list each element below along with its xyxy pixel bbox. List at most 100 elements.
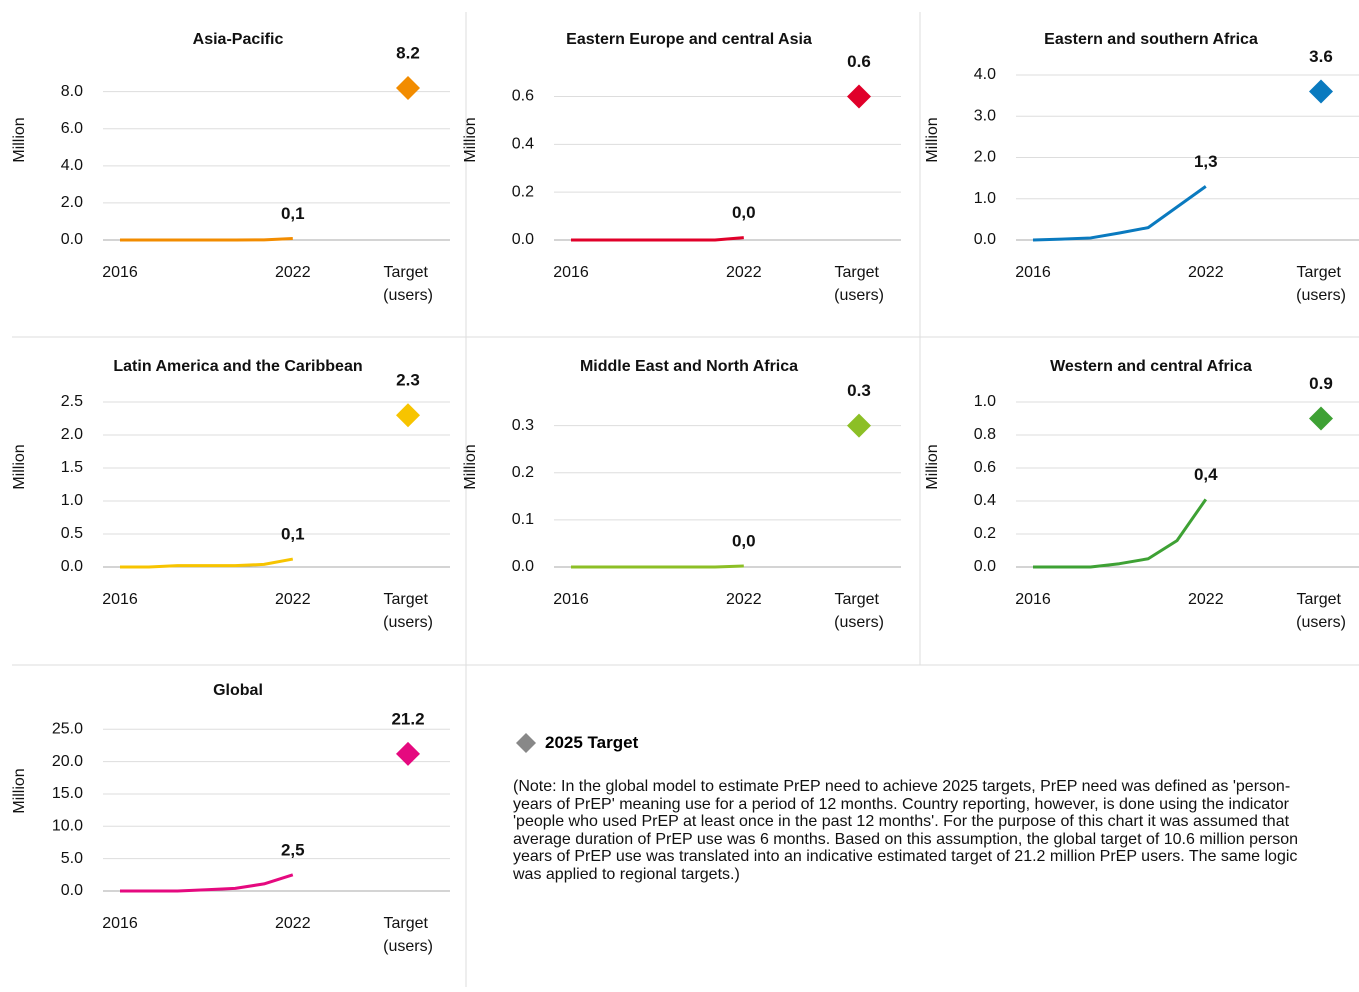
y-tick-label: 0.6 xyxy=(512,88,534,105)
y-tick-label: 6.0 xyxy=(61,120,83,137)
target-marker xyxy=(396,741,420,766)
y-axis-label: Million xyxy=(11,444,28,489)
panel: Global Million 0.0 5.0 10.0 15.0 20.0 25.0 2016 2… xyxy=(11,682,450,955)
data-label: 3.6 xyxy=(1309,47,1333,66)
note: (Note: In the global model to estimate P… xyxy=(513,778,1299,883)
y-axis-label: Million xyxy=(462,444,479,489)
x-tick-label: 2016 xyxy=(102,591,138,608)
y-tick-label: 0.0 xyxy=(974,231,996,248)
y-tick-label: 0.0 xyxy=(61,558,83,575)
line xyxy=(571,564,744,569)
y-axis-label: Million xyxy=(462,117,479,162)
line xyxy=(120,237,293,242)
data-label: 21.2 xyxy=(391,709,424,728)
chart-title: Asia-Pacific xyxy=(193,31,284,48)
panel: Latin America and the Caribbean Million 0.… xyxy=(11,358,450,631)
x-tick-label: 2022 xyxy=(726,591,762,608)
y-tick-label: 0.5 xyxy=(61,525,83,542)
y-axis-label: Million xyxy=(11,117,28,162)
x-tick-label: Target (users) xyxy=(383,264,433,304)
y-tick-label: 2.0 xyxy=(61,426,83,443)
chart-title: Latin America and the Caribbean xyxy=(113,358,362,375)
y-tick-label: 0.1 xyxy=(512,511,534,528)
y-tick-label: 0.8 xyxy=(974,426,996,443)
y-tick-label: 20.0 xyxy=(52,753,83,770)
chart-title: Eastern and southern Africa xyxy=(1044,31,1258,48)
target-marker xyxy=(847,413,871,438)
data-label: 0.6 xyxy=(847,52,871,71)
x-tick-label: 2016 xyxy=(553,264,589,281)
x-tick-label: Target (users) xyxy=(383,591,433,631)
y-tick-label: 0.0 xyxy=(61,231,83,248)
x-tick-label: 2016 xyxy=(102,915,138,932)
y-axis-label: Million xyxy=(11,768,28,813)
data-label: 1,3 xyxy=(1194,152,1218,171)
target-marker xyxy=(1309,79,1333,104)
data-label: 0,1 xyxy=(281,525,305,544)
x-tick-label: Target (users) xyxy=(1296,264,1346,304)
x-tick-label: Target (users) xyxy=(834,591,884,631)
chart-title: Eastern Europe and central Asia xyxy=(566,31,812,48)
y-tick-label: 0.0 xyxy=(974,558,996,575)
x-tick-label: Target (users) xyxy=(383,915,433,955)
panel: Western and central Africa Million 0.0 0.2 0… xyxy=(924,358,1359,631)
data-label: 0.3 xyxy=(847,381,871,400)
legend-marker xyxy=(516,733,536,753)
panel: Eastern Europe and central Asia Million 0.… xyxy=(462,31,901,304)
y-tick-label: 4.0 xyxy=(61,157,83,174)
y-tick-label: 0.2 xyxy=(974,525,996,542)
data-label: 2.3 xyxy=(396,371,420,390)
x-tick-label: 2022 xyxy=(275,915,311,932)
data-label: 0,0 xyxy=(732,203,756,222)
panel: Asia-Pacific Million 0.0 2.0 4.0 6.0 8.0 2016 20… xyxy=(11,31,450,304)
y-tick-label: 2.0 xyxy=(974,149,996,166)
target-marker xyxy=(396,403,420,428)
data-label: 0,1 xyxy=(281,204,305,223)
y-tick-label: 0.2 xyxy=(512,183,534,200)
x-tick-label: 2022 xyxy=(1188,591,1224,608)
legend: 2025 Target xyxy=(515,732,638,754)
target-marker xyxy=(1309,406,1333,431)
x-tick-label: 2016 xyxy=(1015,264,1051,281)
line xyxy=(1032,185,1207,242)
data-label: 0,0 xyxy=(732,532,756,551)
y-tick-label: 0.2 xyxy=(512,464,534,481)
x-tick-label: Target (users) xyxy=(1296,591,1346,631)
data-label: 2,5 xyxy=(281,840,305,859)
y-tick-label: 4.0 xyxy=(974,66,996,83)
x-tick-label: 2016 xyxy=(102,264,138,281)
y-tick-label: 1.0 xyxy=(974,393,996,410)
line xyxy=(120,557,294,569)
chart-title: Global xyxy=(213,682,263,699)
x-tick-label: 2022 xyxy=(726,264,762,281)
y-axis-label: Million xyxy=(924,117,941,162)
chart-title: Western and central Africa xyxy=(1050,358,1252,375)
x-tick-label: Target (users) xyxy=(834,264,884,304)
line xyxy=(571,236,744,242)
y-tick-label: 0.4 xyxy=(974,492,996,509)
y-tick-label: 0.0 xyxy=(61,882,83,899)
legend-label: 2025 Target xyxy=(545,733,639,752)
target-marker xyxy=(396,75,420,100)
data-label: 8.2 xyxy=(396,43,420,62)
data-label: 0,4 xyxy=(1194,465,1218,484)
y-tick-label: 10.0 xyxy=(52,818,83,835)
x-tick-label: 2022 xyxy=(1188,264,1224,281)
y-tick-label: 1.0 xyxy=(974,190,996,207)
y-tick-label: 1.5 xyxy=(61,459,83,476)
chart-title: Middle East and North Africa xyxy=(580,358,798,375)
line xyxy=(1033,498,1208,569)
y-tick-label: 15.0 xyxy=(52,785,83,802)
y-axis-label: Million xyxy=(924,444,941,489)
x-tick-label: 2016 xyxy=(553,591,589,608)
y-tick-label: 1.0 xyxy=(61,492,83,509)
panel: Eastern and southern Africa Million 0.0 1.0… xyxy=(924,31,1359,304)
y-tick-label: 3.0 xyxy=(974,107,996,124)
y-tick-label: 2.0 xyxy=(61,194,83,211)
y-tick-label: 0.0 xyxy=(512,231,534,248)
y-tick-label: 0.6 xyxy=(974,459,996,476)
y-tick-label: 5.0 xyxy=(61,850,83,867)
line xyxy=(120,873,294,893)
